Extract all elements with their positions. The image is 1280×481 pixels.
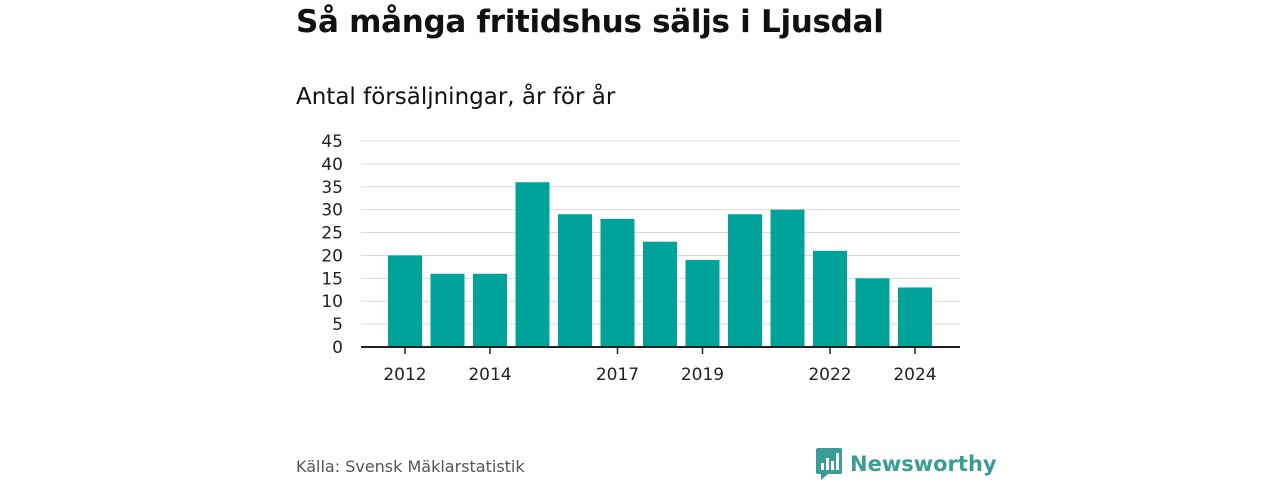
- bars: [388, 182, 932, 347]
- y-tick-label: 35: [321, 178, 343, 198]
- bar-2013: [430, 273, 465, 347]
- y-tick-label: 25: [321, 224, 343, 244]
- x-tick-label: 2014: [468, 365, 511, 385]
- y-tick-label: 40: [321, 155, 343, 175]
- y-tick-label: 10: [321, 292, 343, 312]
- bar-2014: [473, 273, 507, 347]
- bar-chart-speech-bubble-icon: [816, 448, 842, 480]
- x-tick-label: 2024: [893, 365, 936, 385]
- bar-2024: [898, 287, 932, 347]
- bar-2022: [813, 250, 847, 347]
- bar-2017: [600, 218, 635, 347]
- y-tick-label: 30: [321, 201, 343, 221]
- brand-name: Newsworthy: [850, 452, 997, 476]
- x-tick-label: 2019: [681, 365, 724, 385]
- x-axis-ticks: 2012 2014 2017 2019 2022 2024: [383, 347, 937, 385]
- chart-subtitle: Antal försäljningar, år för år: [296, 84, 616, 110]
- bar-2019: [685, 260, 720, 347]
- brand-logo: Newsworthy: [815, 447, 997, 481]
- bar-2015: [515, 182, 550, 347]
- chart-title: Så många fritidshus säljs i Ljusdal: [296, 4, 884, 40]
- x-tick-label: 2022: [808, 365, 851, 385]
- y-tick-label: 20: [321, 246, 343, 266]
- y-tick-label: 0: [332, 338, 343, 358]
- source-note: Källa: Svensk Mäklarstatistik: [296, 457, 525, 476]
- y-tick-label: 45: [321, 132, 343, 152]
- y-tick-label: 15: [321, 269, 343, 289]
- bar-2021: [770, 209, 805, 347]
- bar-2020: [728, 214, 762, 347]
- bar-2023: [855, 278, 890, 347]
- x-tick-label: 2012: [383, 365, 426, 385]
- x-tick-label: 2017: [596, 365, 639, 385]
- bar-2012: [388, 255, 422, 347]
- bar-2018: [643, 241, 677, 347]
- y-tick-label: 5: [332, 315, 343, 335]
- bar-2016: [558, 214, 592, 347]
